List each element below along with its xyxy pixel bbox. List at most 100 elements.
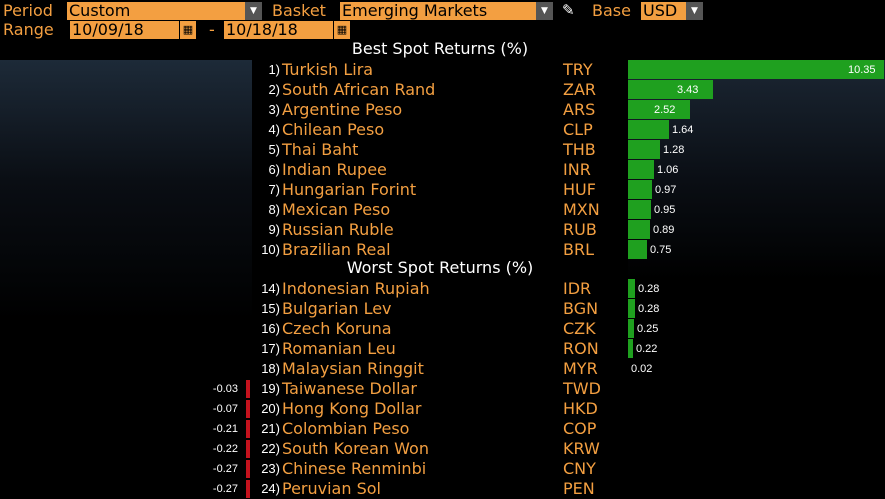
return-bar — [628, 60, 884, 79]
rank-label: 22) — [261, 441, 280, 456]
return-bar — [628, 80, 713, 99]
return-bar — [628, 299, 635, 318]
period-value: Custom — [69, 1, 131, 20]
range-start-input[interactable]: 10/09/18 — [70, 21, 179, 39]
currency-name: Indonesian Rupiah — [282, 279, 430, 298]
negative-bars-pane — [0, 60, 252, 494]
calendar-icon[interactable]: ▦ — [179, 21, 196, 39]
currency-name: South African Rand — [282, 80, 436, 99]
currency-code: THB — [563, 140, 596, 159]
return-bar — [628, 180, 652, 199]
return-bar — [628, 339, 633, 358]
list-item[interactable]: 21) Colombian Peso COP — [252, 419, 628, 439]
list-item[interactable]: 24) Peruvian Sol PEN — [252, 479, 628, 499]
chevron-down-icon[interactable]: ▼ — [686, 2, 703, 20]
currency-code: RON — [563, 339, 599, 358]
list-item[interactable]: 17) Romanian Leu RON — [252, 339, 628, 359]
list-item[interactable]: 3) Argentine Peso ARS — [252, 100, 628, 120]
return-value: -0.27 — [212, 463, 238, 475]
list-item[interactable]: 22) South Korean Won KRW — [252, 439, 628, 459]
pencil-icon[interactable]: ✎ — [562, 1, 575, 19]
range-end-input[interactable]: 10/18/18 — [224, 21, 333, 39]
list-item[interactable]: 8) Mexican Peso MXN — [252, 200, 628, 220]
return-bar — [246, 440, 250, 458]
list-item[interactable]: 14) Indonesian Rupiah IDR — [252, 279, 628, 299]
return-bar — [628, 279, 635, 298]
list-item[interactable]: 6) Indian Rupee INR — [252, 160, 628, 180]
currency-code: BGN — [563, 299, 599, 318]
list-item[interactable]: 4) Chilean Peso CLP — [252, 120, 628, 140]
rank-label: 3) — [268, 102, 280, 117]
rank-label: 21) — [261, 421, 280, 436]
return-bar — [628, 319, 634, 338]
list-item[interactable]: 19) Taiwanese Dollar TWD — [252, 379, 628, 399]
currency-name: South Korean Won — [282, 439, 429, 458]
return-bar — [628, 140, 660, 159]
chevron-down-icon[interactable]: ▼ — [536, 2, 553, 20]
return-value: 1.64 — [672, 124, 694, 136]
return-bar — [246, 400, 250, 418]
list-item[interactable]: 23) Chinese Renminbi CNY — [252, 459, 628, 479]
currency-code: ARS — [563, 100, 596, 119]
currency-code: BRL — [563, 240, 595, 259]
best-returns-title: Best Spot Returns (%) — [351, 39, 529, 58]
currency-name: Hong Kong Dollar — [282, 399, 422, 418]
rank-label: 1) — [268, 62, 280, 77]
currency-code: ZAR — [563, 80, 597, 99]
rank-label: 4) — [268, 122, 280, 137]
list-item[interactable]: 5) Thai Baht THB — [252, 140, 628, 160]
currency-name: Mexican Peso — [282, 200, 391, 219]
currency-name: Taiwanese Dollar — [282, 379, 417, 398]
currency-code: TWD — [563, 379, 601, 398]
return-value: 0.22 — [636, 343, 658, 355]
currency-name: Colombian Peso — [282, 419, 410, 438]
rank-label: 5) — [268, 142, 280, 157]
list-item[interactable]: 16) Czech Koruna CZK — [252, 319, 628, 339]
rank-label: 14) — [261, 281, 280, 296]
base-dropdown[interactable]: USD — [641, 2, 686, 20]
range-end-value: 10/18/18 — [226, 20, 298, 39]
return-bar — [628, 100, 690, 119]
return-value: 0.25 — [637, 323, 659, 335]
list-item[interactable]: 10) Brazilian Real BRL — [252, 240, 628, 260]
list-item[interactable]: 7) Hungarian Forint HUF — [252, 180, 628, 200]
return-value: 1.06 — [657, 164, 679, 176]
return-value: 0.89 — [653, 224, 675, 236]
list-item[interactable]: 20) Hong Kong Dollar HKD — [252, 399, 628, 419]
currency-code: CNY — [563, 459, 596, 478]
currency-name: Romanian Leu — [282, 339, 396, 358]
return-value: 0.75 — [650, 244, 672, 256]
list-item[interactable]: 9) Russian Ruble RUB — [252, 220, 628, 240]
currency-name: Peruvian Sol — [282, 479, 381, 498]
return-bar — [246, 380, 250, 398]
return-bar — [628, 120, 669, 139]
rank-label: 10) — [261, 242, 280, 257]
return-value: 0.28 — [638, 303, 660, 315]
return-bar — [628, 160, 654, 179]
return-value: 1.28 — [663, 144, 685, 156]
return-value: -0.07 — [212, 403, 238, 415]
list-item[interactable]: 15) Bulgarian Lev BGN — [252, 299, 628, 319]
rank-label: 17) — [261, 341, 280, 356]
list-item[interactable]: 18) Malaysian Ringgit MYR — [252, 359, 628, 379]
currency-code: CLP — [563, 120, 593, 139]
list-item[interactable]: 1) Turkish Lira TRY — [252, 60, 628, 80]
return-value: 0.02 — [631, 363, 653, 375]
return-value: 10.35 — [848, 64, 876, 76]
currency-name: Indian Rupee — [282, 160, 387, 179]
currency-code: IDR — [563, 279, 592, 298]
list-item[interactable]: 2) South African Rand ZAR — [252, 80, 628, 100]
period-dropdown[interactable]: Custom — [67, 2, 245, 20]
basket-dropdown[interactable]: Emerging Markets — [340, 2, 536, 20]
rank-label: 24) — [261, 481, 280, 496]
return-bar — [246, 420, 250, 438]
rank-label: 7) — [268, 182, 280, 197]
currency-name: Brazilian Real — [282, 240, 391, 259]
base-value: USD — [643, 1, 678, 20]
calendar-icon[interactable]: ▦ — [333, 21, 350, 39]
chevron-down-icon[interactable]: ▼ — [245, 2, 262, 20]
return-bar — [246, 460, 250, 478]
range-separator: - — [209, 20, 215, 39]
return-bar — [628, 240, 647, 259]
return-value: 0.95 — [654, 204, 676, 216]
